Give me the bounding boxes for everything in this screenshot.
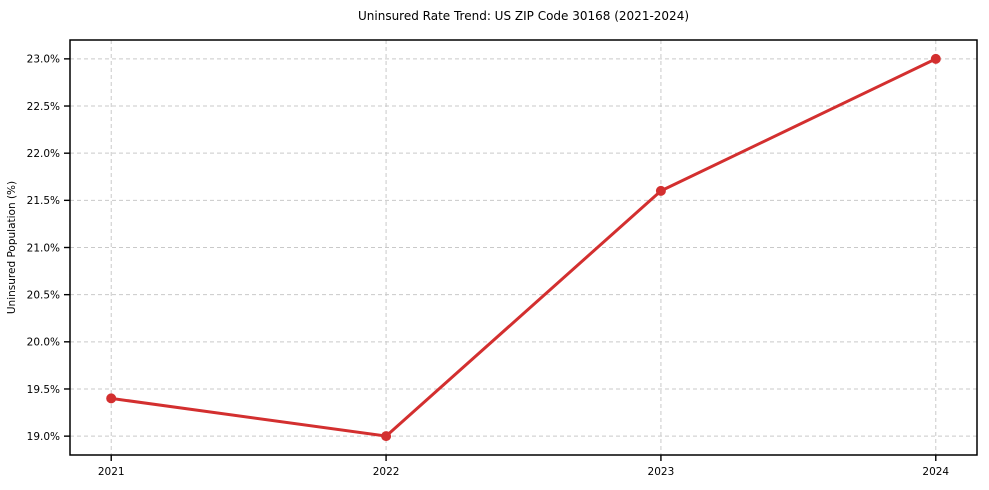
x-tick-label: 2021: [98, 466, 125, 478]
y-tick-label: 19.5%: [27, 384, 60, 396]
y-tick-label: 20.5%: [27, 289, 60, 301]
y-tick-label: 21.0%: [27, 242, 60, 254]
x-tick-label: 2023: [648, 466, 675, 478]
chart-title: Uninsured Rate Trend: US ZIP Code 30168 …: [358, 9, 689, 23]
y-tick-label: 19.0%: [27, 431, 60, 443]
x-tick-label: 2022: [373, 466, 400, 478]
y-tick-label: 20.0%: [27, 337, 60, 349]
y-tick-label: 21.5%: [27, 195, 60, 207]
data-point-marker: [106, 393, 117, 404]
data-point-marker: [381, 431, 392, 442]
data-point-marker: [930, 53, 941, 64]
y-tick-label: 22.0%: [27, 148, 60, 160]
plot-area: 2021 2022 2023 2024 19.0% 19.5% 20.0% 20.5% 21.0…: [27, 39, 978, 478]
trend-line: [109, 57, 938, 438]
y-tick-label: 23.0%: [27, 54, 60, 66]
y-axis-label: Uninsured Population (%): [6, 181, 18, 314]
x-tick-label: 2024: [922, 466, 949, 478]
data-point-marker: [655, 185, 666, 196]
y-tick-label: 22.5%: [27, 101, 60, 113]
